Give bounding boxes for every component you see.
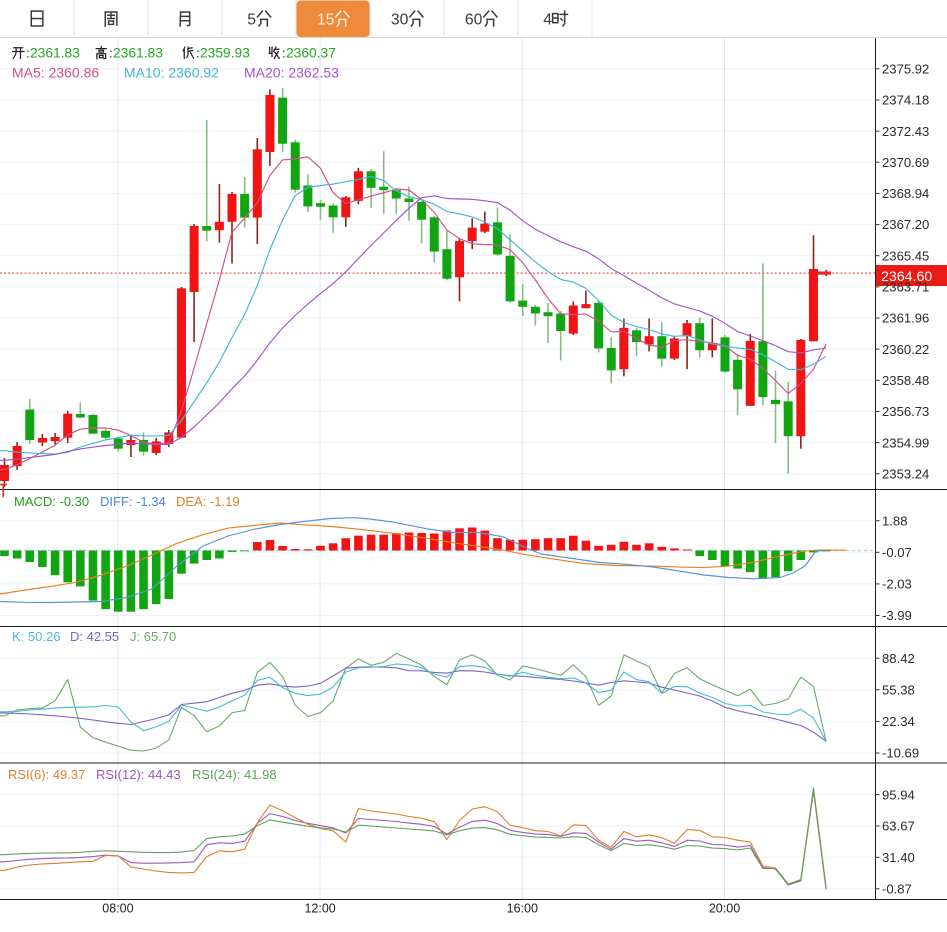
svg-text:2367.20: 2367.20 — [882, 217, 929, 232]
svg-text:2359.93: 2359.93 — [200, 46, 250, 61]
svg-text:2360.22: 2360.22 — [882, 342, 929, 357]
svg-text:-3.99: -3.99 — [882, 608, 912, 623]
svg-text:RSI(6): 49.37: RSI(6): 49.37 — [8, 767, 85, 782]
svg-text:2372.43: 2372.43 — [882, 124, 929, 139]
svg-text:D: 42.55: D: 42.55 — [70, 629, 119, 644]
svg-text:2361.83: 2361.83 — [30, 46, 80, 61]
svg-text:2375.92: 2375.92 — [882, 62, 929, 77]
svg-text:J: 65.70: J: 65.70 — [130, 629, 176, 644]
svg-text:2368.94: 2368.94 — [882, 186, 929, 201]
svg-text:2374.18: 2374.18 — [882, 93, 929, 108]
svg-text::: : — [109, 46, 113, 61]
svg-text:DEA: -1.19: DEA: -1.19 — [176, 494, 240, 509]
svg-text:88.42: 88.42 — [882, 651, 915, 666]
svg-text:4: 4 — [543, 12, 552, 29]
svg-text:16:00: 16:00 — [507, 902, 538, 916]
svg-text:60: 60 — [465, 12, 483, 29]
svg-text:55.38: 55.38 — [882, 683, 915, 698]
svg-text:2356.73: 2356.73 — [882, 404, 929, 419]
svg-text:2360.37: 2360.37 — [286, 46, 336, 61]
svg-text:MA5: 2360.86: MA5: 2360.86 — [12, 65, 99, 81]
svg-text:K: 50.26: K: 50.26 — [12, 629, 60, 644]
svg-text:2370.69: 2370.69 — [882, 155, 929, 170]
svg-text:30: 30 — [391, 12, 409, 29]
svg-text:2365.45: 2365.45 — [882, 248, 929, 263]
svg-text:20:00: 20:00 — [709, 902, 740, 916]
svg-text:-0.07: -0.07 — [882, 545, 912, 560]
svg-text:2363.71: 2363.71 — [882, 280, 929, 295]
svg-text::: : — [282, 46, 286, 61]
svg-text:RSI(12): 44.43: RSI(12): 44.43 — [96, 767, 181, 782]
svg-text:DIFF: -1.34: DIFF: -1.34 — [100, 494, 166, 509]
svg-text:MACD: -0.30: MACD: -0.30 — [14, 494, 89, 509]
svg-text:1.88: 1.88 — [882, 513, 907, 528]
svg-text:31.40: 31.40 — [882, 850, 915, 865]
svg-text:15: 15 — [317, 12, 335, 29]
svg-text::: : — [26, 46, 30, 61]
svg-text:-0.87: -0.87 — [882, 882, 912, 897]
svg-text:2353.24: 2353.24 — [882, 466, 929, 481]
svg-text:MA10: 2360.92: MA10: 2360.92 — [124, 65, 219, 81]
svg-text:12:00: 12:00 — [304, 902, 335, 916]
svg-text:08:00: 08:00 — [102, 902, 133, 916]
svg-text:2361.83: 2361.83 — [113, 46, 163, 61]
svg-text::: : — [196, 46, 200, 61]
svg-text:2358.48: 2358.48 — [882, 373, 929, 388]
svg-text:2364.60: 2364.60 — [881, 269, 932, 285]
svg-text:2361.96: 2361.96 — [882, 311, 929, 326]
svg-text:-10.69: -10.69 — [882, 746, 919, 761]
svg-text:22.34: 22.34 — [882, 714, 915, 729]
svg-text:5: 5 — [247, 12, 256, 29]
svg-text:95.94: 95.94 — [882, 787, 915, 802]
svg-text:2354.99: 2354.99 — [882, 435, 929, 450]
svg-text:-2.03: -2.03 — [882, 577, 912, 592]
svg-text:MA20: 2362.53: MA20: 2362.53 — [244, 65, 339, 81]
svg-text:RSI(24): 41.98: RSI(24): 41.98 — [192, 767, 277, 782]
svg-text:63.67: 63.67 — [882, 819, 915, 834]
